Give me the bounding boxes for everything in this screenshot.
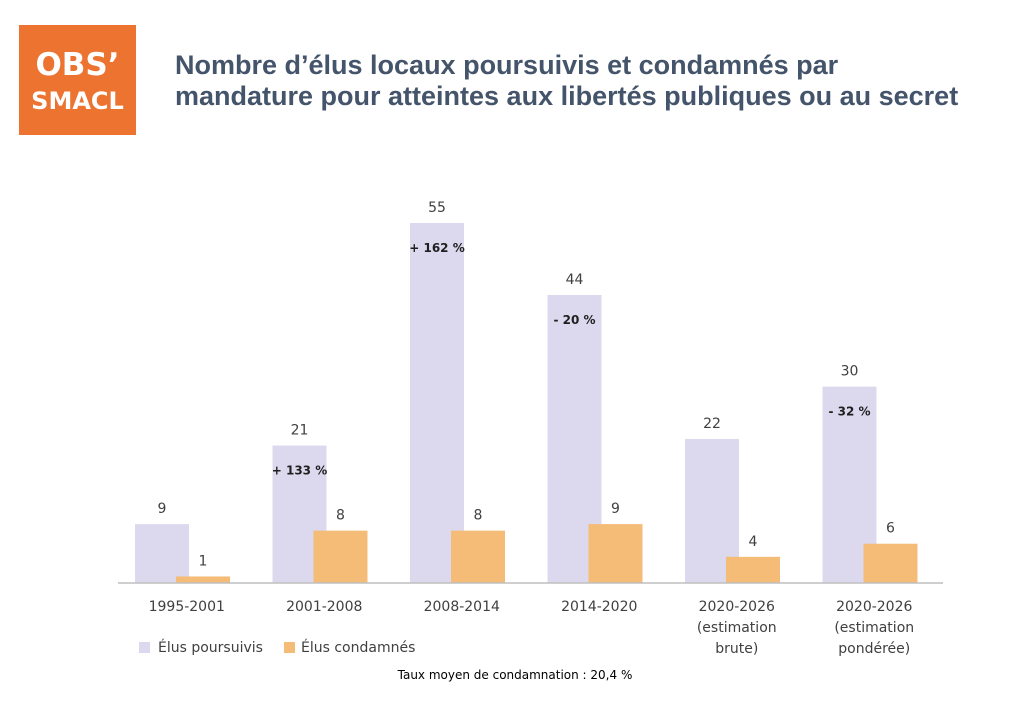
obs-smacl-logo: OBS’ SMACL — [19, 25, 136, 135]
category-label: 2008-2014 — [424, 599, 500, 615]
category-label: 2020-2026 — [699, 599, 775, 615]
bar-condamnes — [588, 524, 643, 583]
chart-title-line2: mandature pour atteintes aux libertés pu… — [175, 81, 959, 111]
category-label: 1995-2001 — [149, 599, 225, 615]
data-label-poursuivis: 9 — [158, 501, 167, 517]
category-label: 2001-2008 — [286, 599, 362, 615]
category-label: (estimation — [834, 620, 914, 636]
chart-title: Nombre d’élus locaux poursuivis et conda… — [175, 50, 1020, 112]
footnote: Taux moyen de condamnation : 20,4 % — [397, 668, 633, 682]
category-label: brute) — [715, 641, 758, 657]
data-label-poursuivis: 30 — [841, 364, 859, 380]
logo-text-smacl: SMACL — [31, 87, 124, 115]
data-label-condamnes: 9 — [611, 501, 620, 517]
category-label: pondérée) — [838, 641, 910, 657]
logo-text-obs: OBS’ — [35, 47, 120, 83]
change-annotation: - 20 % — [553, 313, 595, 327]
bar-condamnes — [451, 530, 505, 583]
category-label: 2020-2026 — [836, 599, 912, 615]
data-label-condamnes: 4 — [749, 534, 758, 550]
bar-condamnes — [863, 543, 918, 583]
data-label-poursuivis: 22 — [703, 416, 721, 432]
legend-swatch-poursuivis — [139, 642, 150, 653]
data-label-poursuivis: 55 — [428, 200, 446, 216]
category-label: (estimation — [697, 620, 777, 636]
legend-label-poursuivis: Élus poursuivis — [158, 639, 263, 656]
change-annotation: + 162 % — [409, 241, 464, 255]
bar-poursuivis — [410, 223, 464, 583]
change-annotation: + 133 % — [272, 464, 327, 478]
data-label-poursuivis: 44 — [566, 272, 584, 288]
bar-condamnes — [313, 530, 368, 583]
data-label-poursuivis: 21 — [291, 423, 309, 439]
legend-swatch-condamnes — [284, 642, 295, 653]
bar-condamnes — [176, 576, 230, 583]
data-label-condamnes: 8 — [336, 508, 345, 524]
legend-label-condamnes: Élus condamnés — [301, 639, 415, 656]
category-label: 2014-2020 — [561, 599, 637, 615]
change-annotation: - 32 % — [828, 405, 870, 419]
bar-condamnes — [726, 556, 780, 583]
data-label-condamnes: 8 — [474, 508, 483, 524]
data-label-condamnes: 1 — [199, 553, 208, 569]
chart-title-line1: Nombre d’élus locaux poursuivis et conda… — [175, 50, 839, 80]
bar-poursuivis — [135, 524, 189, 583]
data-label-condamnes: 6 — [886, 521, 895, 537]
